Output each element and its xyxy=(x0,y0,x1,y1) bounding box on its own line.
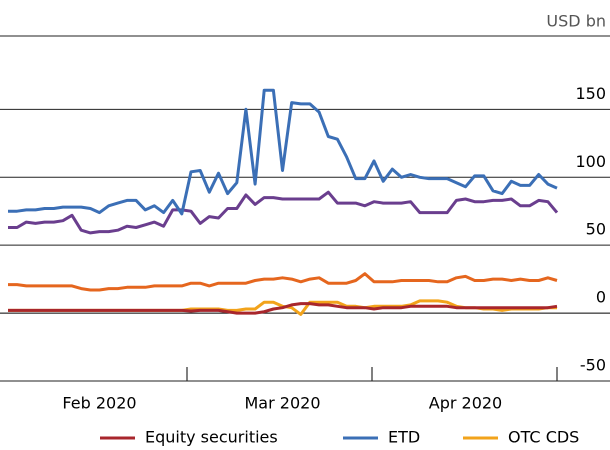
series-line xyxy=(8,190,559,235)
y-tick-label: 100 xyxy=(575,152,606,171)
series-line xyxy=(8,302,558,315)
legend-label: OTC CDS xyxy=(508,428,579,447)
series-line xyxy=(8,88,558,216)
x-tick-label: Mar 2020 xyxy=(245,394,321,413)
y-tick-label: 150 xyxy=(575,84,606,103)
y-tick-label: 50 xyxy=(586,220,606,239)
legend-label: ETD xyxy=(388,428,420,447)
series-line xyxy=(8,272,558,292)
unit-label: USD bn xyxy=(546,12,606,31)
y-tick-label: 0 xyxy=(596,288,606,307)
legend-label: Equity securities xyxy=(145,428,278,447)
y-tick-label: -50 xyxy=(580,356,606,375)
x-tick-label: Apr 2020 xyxy=(429,394,502,413)
x-tick-label: Feb 2020 xyxy=(62,394,136,413)
